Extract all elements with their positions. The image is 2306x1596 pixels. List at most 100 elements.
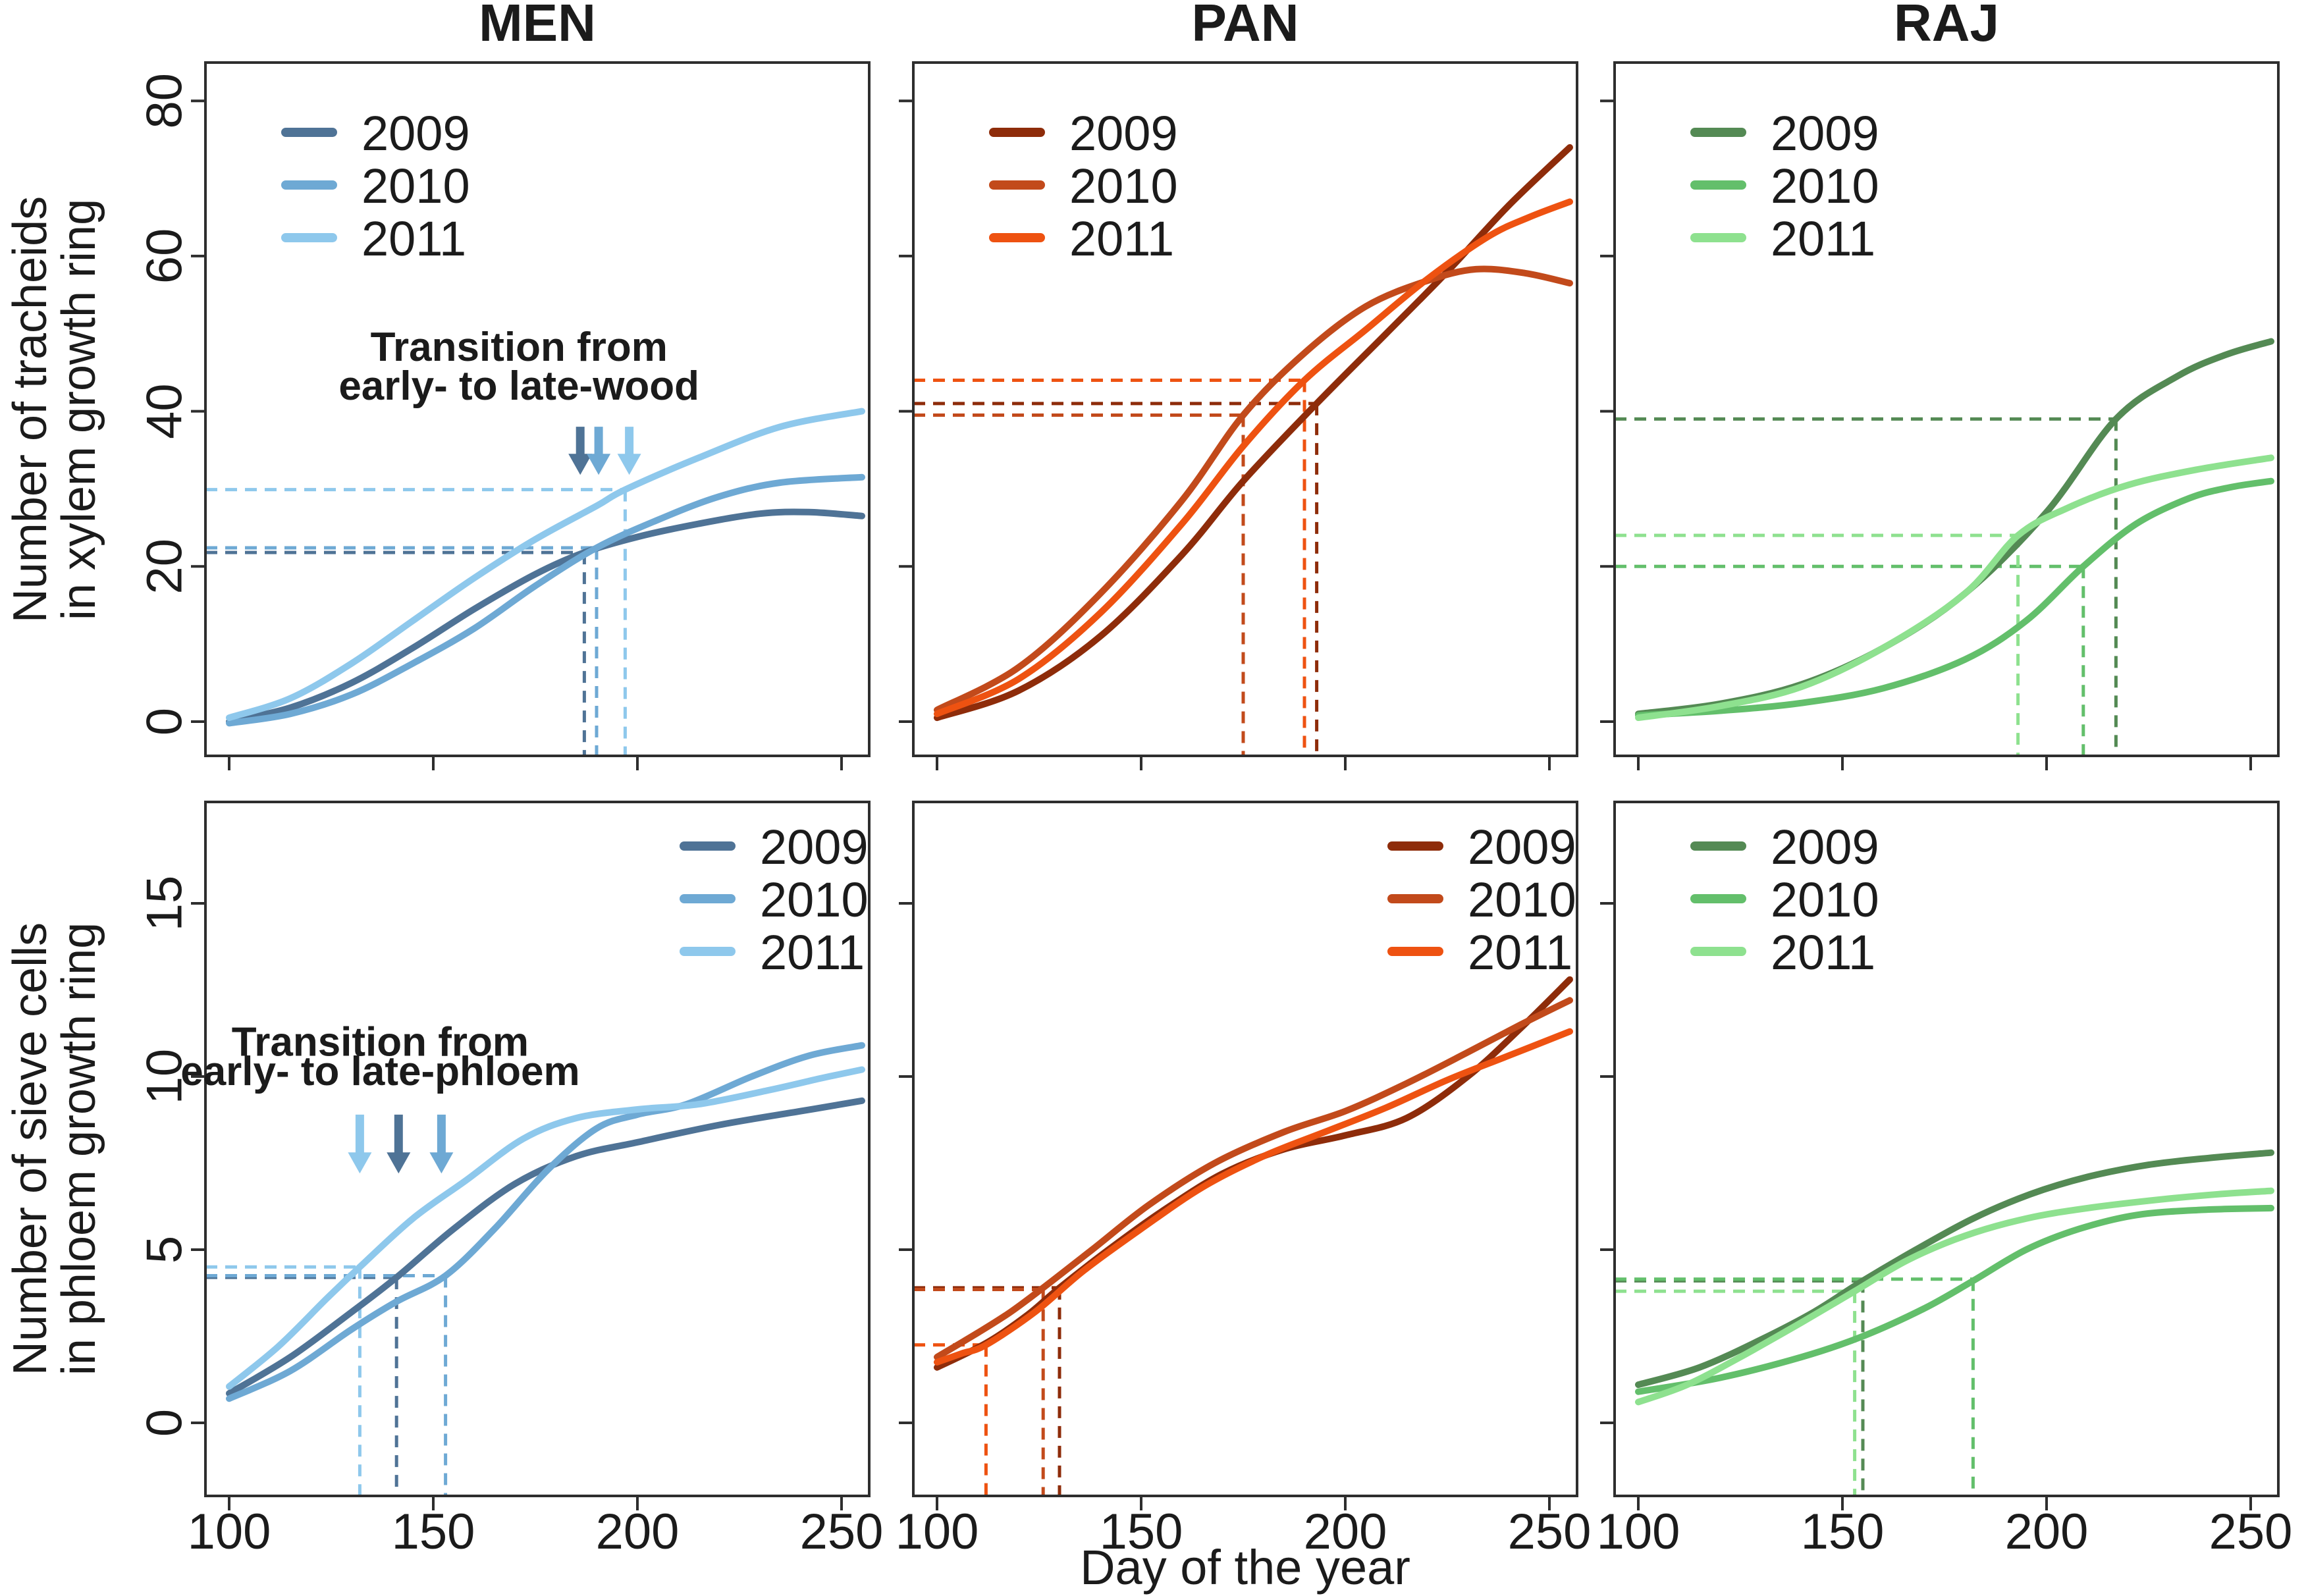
legend-label-2011: 2011 xyxy=(1771,211,1875,266)
legend-label-2009: 2009 xyxy=(1069,106,1178,161)
x-tick-label: 100 xyxy=(896,1504,979,1560)
x-tick-label: 100 xyxy=(1597,1504,1680,1560)
transition-raj-xylem-2011 xyxy=(1615,533,2020,756)
curve-men-xylem-2009 xyxy=(226,508,865,725)
legend-swatch-2010 xyxy=(680,894,736,903)
annotation-line: early- to late-wood xyxy=(338,363,699,409)
curve-men-xylem-2011 xyxy=(226,408,865,722)
legend-label-2010: 2010 xyxy=(1771,159,1879,213)
y-tick-label: 5 xyxy=(137,1236,193,1264)
y-axis-title-xylem-line1: Number of tracheids xyxy=(4,196,57,623)
transition-raj-phloem-2011 xyxy=(1615,1289,1857,1496)
curve-raj-phloem-2009 xyxy=(1635,1149,2274,1389)
legend-label-2011: 2011 xyxy=(362,211,466,266)
curve-men-xylem-2010 xyxy=(226,473,865,727)
y-tick-label: 0 xyxy=(137,708,193,735)
annotation-line: early- to late-phloem xyxy=(180,1049,579,1094)
transition-raj-xylem-2009 xyxy=(1615,417,2118,756)
annotation-line: Transition from xyxy=(371,325,668,370)
legend-label-2010: 2010 xyxy=(760,872,869,927)
transition-raj-phloem-2009 xyxy=(1615,1279,1865,1496)
y-axis-title-phloem-line2: in phloem growth ring xyxy=(53,922,105,1375)
y-tick-label: 60 xyxy=(137,228,193,284)
panel-frame xyxy=(912,61,1578,757)
legend-swatch-2010 xyxy=(1690,180,1746,190)
legend-swatch-2011 xyxy=(1690,233,1746,242)
legend-swatch-2010 xyxy=(281,180,337,190)
legend-label-2011: 2011 xyxy=(760,925,865,980)
legend-label-2009: 2009 xyxy=(1771,106,1879,161)
legend-swatch-2011 xyxy=(281,233,337,242)
curve-pan-xylem-2010 xyxy=(934,265,1573,714)
legend-label-2009: 2009 xyxy=(1771,820,1879,874)
transition-men-xylem-2009 xyxy=(205,550,586,756)
curve-raj-xylem-2009 xyxy=(1635,338,2274,718)
panel-title-raj: RAJ xyxy=(1894,0,1999,52)
transition-pan-phloem-2011 xyxy=(913,1343,988,1496)
y-axis-title-phloem: Number of sieve cells in phloem growth r… xyxy=(4,922,105,1375)
x-tick-label: 200 xyxy=(1304,1504,1387,1560)
transition-arrow-icon-2011 xyxy=(617,427,641,475)
legend-label-2009: 2009 xyxy=(362,106,470,161)
curve-men-phloem-2010 xyxy=(226,1042,865,1402)
curve-raj-phloem-2011 xyxy=(1635,1187,2274,1406)
legend-label-2011: 2011 xyxy=(1069,211,1174,266)
x-axis-title: Day of the year xyxy=(1080,1540,1410,1595)
annotation-line: Transition from xyxy=(232,1019,529,1065)
legend-swatch-2011 xyxy=(1690,947,1746,956)
transition-raj-xylem-2010 xyxy=(1615,564,2085,756)
legend-swatch-2010 xyxy=(1387,894,1443,903)
curve-raj-xylem-2011 xyxy=(1635,454,2274,722)
transition-pan-phloem-2009 xyxy=(913,1286,1061,1496)
legend-swatch-2011 xyxy=(680,947,736,956)
y-tick-label: 40 xyxy=(137,383,193,439)
y-axis-title-phloem-line1: Number of sieve cells xyxy=(4,922,57,1375)
x-tick-label: 200 xyxy=(2005,1504,2089,1560)
legend-label-2010: 2010 xyxy=(1771,872,1879,927)
panel-title-pan: PAN xyxy=(1192,0,1299,52)
x-tick-label: 150 xyxy=(392,1504,475,1560)
panel-title-men: MEN xyxy=(479,0,596,52)
y-tick-label: 15 xyxy=(137,876,193,932)
legend-swatch-2009 xyxy=(281,128,337,137)
legend-label-2011: 2011 xyxy=(1468,925,1572,980)
y-tick-label: 80 xyxy=(137,73,193,129)
x-tick-label: 100 xyxy=(188,1504,271,1560)
x-tick-label: 150 xyxy=(1100,1504,1183,1560)
legend-swatch-2009 xyxy=(1690,841,1746,851)
y-tick-label: 10 xyxy=(137,1049,193,1105)
legend-swatch-2009 xyxy=(1387,841,1443,851)
legend-label-2010: 2010 xyxy=(1069,159,1178,213)
transition-arrow-icon-2010 xyxy=(587,427,611,475)
legend-swatch-2010 xyxy=(1690,894,1746,903)
panel-frame xyxy=(1613,61,2280,757)
transition-pan-xylem-2011 xyxy=(913,378,1306,756)
legend-swatch-2009 xyxy=(989,128,1045,137)
transition-men-phloem-2011 xyxy=(205,1265,362,1496)
legend-label-2010: 2010 xyxy=(1468,872,1576,927)
transition-arrow-icon-2009 xyxy=(387,1114,411,1174)
x-tick-label: 250 xyxy=(1508,1504,1592,1560)
legend-label-2009: 2009 xyxy=(760,820,869,874)
transition-arrow-icon-2011 xyxy=(348,1114,372,1174)
legend-label-2011: 2011 xyxy=(1771,925,1875,980)
transition-men-xylem-2010 xyxy=(205,546,599,756)
curve-men-phloem-2009 xyxy=(226,1097,865,1397)
curve-pan-phloem-2011 xyxy=(934,1028,1573,1366)
curve-raj-phloem-2010 xyxy=(1635,1204,2274,1395)
transition-arrow-icon-2009 xyxy=(568,427,593,475)
transition-men-phloem-2010 xyxy=(205,1273,448,1496)
transition-arrow-icon-2010 xyxy=(429,1114,454,1174)
